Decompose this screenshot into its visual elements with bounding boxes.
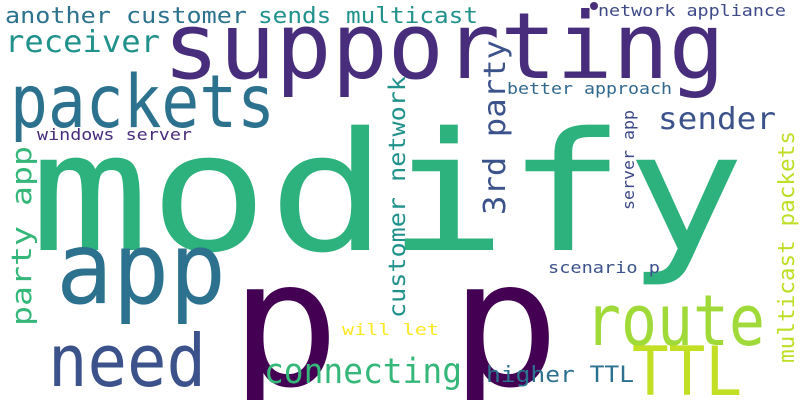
word-route: route — [585, 280, 765, 362]
word-receiver: receiver — [5, 25, 160, 60]
word-need: need — [48, 319, 206, 400]
word-multicast-packets: multicast packets — [775, 131, 800, 363]
word-connecting: connecting — [264, 352, 462, 392]
word-network-appliance: network appliance — [598, 1, 786, 20]
word-packets: packets — [10, 60, 275, 145]
word-customer-network: customer network — [385, 76, 411, 318]
word-ttl: TTL — [632, 333, 742, 400]
word-party-app: party app — [5, 146, 38, 326]
word-will-let: will let — [342, 320, 439, 339]
dot-mark — [590, 2, 598, 10]
word-better-approach: better approach — [507, 79, 672, 98]
word-sender: sender — [658, 102, 776, 137]
word-higher-ttl: higher TTL — [486, 363, 634, 388]
word-3rd-party: 3rd party — [478, 40, 513, 215]
word-windows-server: windows server — [37, 125, 192, 144]
word-another-customer: another customer — [5, 4, 247, 29]
word-supporting: supporting — [163, 0, 725, 100]
word-p-p: p p — [230, 224, 560, 400]
word-sends-multicast: sends multicast — [258, 4, 478, 29]
word-scenario-p: scenario p — [548, 258, 660, 277]
word-server-app: server app — [619, 110, 638, 210]
word-app: app — [56, 210, 226, 327]
word-modify: modify — [30, 97, 745, 289]
